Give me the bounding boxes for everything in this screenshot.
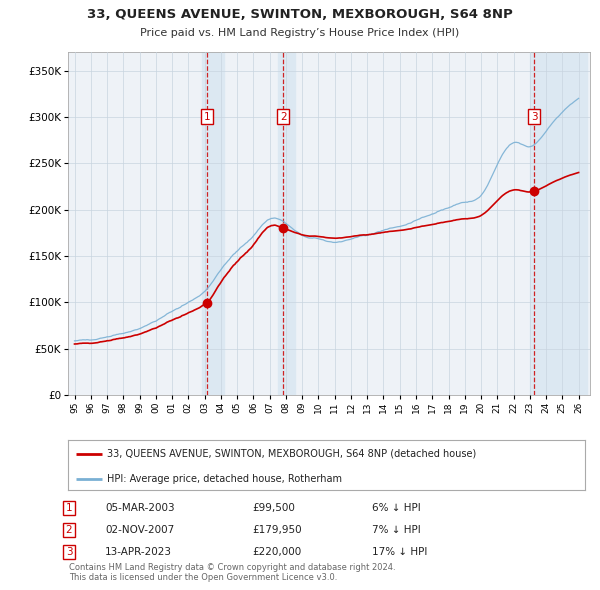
Text: HPI: Average price, detached house, Rotherham: HPI: Average price, detached house, Roth… <box>107 474 342 484</box>
Bar <box>530 52 587 395</box>
Text: 2: 2 <box>65 525 73 535</box>
Text: 05-MAR-2003: 05-MAR-2003 <box>105 503 175 513</box>
Text: Contains HM Land Registry data © Crown copyright and database right 2024.
This d: Contains HM Land Registry data © Crown c… <box>69 563 395 582</box>
Text: £99,500: £99,500 <box>252 503 295 513</box>
Text: £220,000: £220,000 <box>252 547 301 557</box>
Text: 1: 1 <box>204 112 211 122</box>
Text: 17% ↓ HPI: 17% ↓ HPI <box>372 547 427 557</box>
Text: Price paid vs. HM Land Registry’s House Price Index (HPI): Price paid vs. HM Land Registry’s House … <box>140 28 460 38</box>
Bar <box>202 52 224 395</box>
Text: 02-NOV-2007: 02-NOV-2007 <box>105 525 174 535</box>
Text: £179,950: £179,950 <box>252 525 302 535</box>
Text: 3: 3 <box>531 112 538 122</box>
Text: 3: 3 <box>65 547 73 557</box>
Text: 6% ↓ HPI: 6% ↓ HPI <box>372 503 421 513</box>
Text: 2: 2 <box>280 112 286 122</box>
Text: 7% ↓ HPI: 7% ↓ HPI <box>372 525 421 535</box>
Text: 1: 1 <box>65 503 73 513</box>
Text: 13-APR-2023: 13-APR-2023 <box>105 547 172 557</box>
Bar <box>278 52 295 395</box>
Text: 33, QUEENS AVENUE, SWINTON, MEXBOROUGH, S64 8NP: 33, QUEENS AVENUE, SWINTON, MEXBOROUGH, … <box>87 8 513 21</box>
Text: 33, QUEENS AVENUE, SWINTON, MEXBOROUGH, S64 8NP (detached house): 33, QUEENS AVENUE, SWINTON, MEXBOROUGH, … <box>107 449 476 459</box>
Bar <box>546 52 587 395</box>
